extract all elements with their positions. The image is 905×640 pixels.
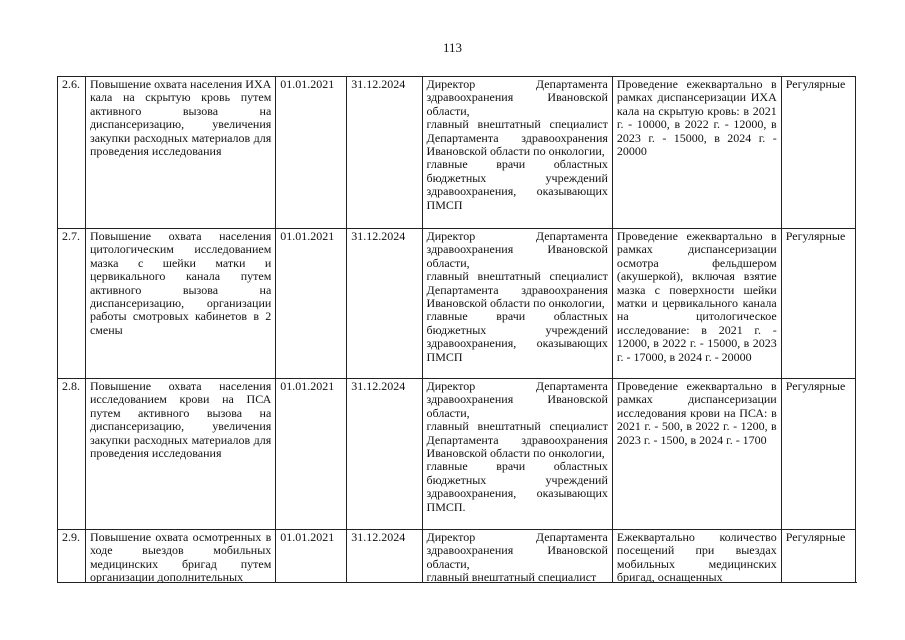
end-date: 31.12.2024 bbox=[346, 76, 423, 229]
measure-description: Повышение охвата населения исследованием… bbox=[84, 378, 277, 530]
measures-table: 2.6. Повышение охвата населения ИХА кала … bbox=[57, 76, 857, 583]
page-number: 113 bbox=[442, 40, 463, 55]
measure-description: Повышение охвата населения ИХА кала на с… bbox=[84, 76, 277, 229]
measure-description: Повышение охвата населения цитологически… bbox=[84, 228, 277, 379]
responsible-line: главные врачи областных бюджетных учрежд… bbox=[426, 459, 608, 514]
measure-type: Регулярные bbox=[780, 228, 857, 379]
responsible-line: Директор Департамента здравоохранения Ив… bbox=[426, 229, 608, 270]
table-row: 2.9. Повышение охвата осмотренных в ходе … bbox=[57, 529, 857, 583]
start-date: 01.01.2021 bbox=[275, 76, 348, 229]
measure-description: Повышение охвата осмотренных в ходе выез… bbox=[84, 529, 277, 582]
end-date: 31.12.2024 bbox=[346, 228, 423, 379]
row-number: 2.9. bbox=[57, 529, 86, 582]
start-date: 01.01.2021 bbox=[275, 529, 348, 582]
end-date: 31.12.2024 bbox=[346, 378, 423, 530]
responsible-line: главный внештатный специалист Департамен… bbox=[426, 117, 608, 159]
responsible-line: Директор Департамента здравоохранения Ив… bbox=[426, 530, 608, 571]
end-date: 31.12.2024 bbox=[346, 529, 423, 582]
row-number: 2.8. bbox=[57, 378, 86, 530]
start-date: 01.01.2021 bbox=[275, 228, 348, 379]
table-row: 2.6. Повышение охвата населения ИХА кала … bbox=[57, 76, 857, 229]
expected-result: Проведение ежеквартально в рамках диспан… bbox=[611, 76, 782, 229]
responsible-persons: Директор Департамента здравоохранения Ив… bbox=[421, 378, 613, 530]
responsible-line: главные врачи областных бюджетных учрежд… bbox=[426, 309, 608, 364]
responsible-line: Директор Департамента здравоохранения Ив… bbox=[426, 77, 608, 118]
table-row: 2.7. Повышение охвата населения цитологич… bbox=[57, 228, 857, 379]
responsible-persons: Директор Департамента здравоохранения Ив… bbox=[421, 76, 613, 229]
table-row: 2.8. Повышение охвата населения исследова… bbox=[57, 378, 857, 530]
responsible-line: главный внештатный специалист bbox=[426, 570, 597, 583]
table-container: 2.6. Повышение охвата населения ИХА кала … bbox=[57, 76, 857, 583]
responsible-persons: Директор Департамента здравоохранения Ив… bbox=[421, 228, 613, 379]
expected-result: Проведение ежеквартально в рамках диспан… bbox=[611, 228, 782, 379]
responsible-line: Директор Департамента здравоохранения Ив… bbox=[426, 379, 608, 420]
expected-result: Ежеквартально количество посещений при в… bbox=[611, 529, 782, 582]
responsible-line: главный внештатный специалист Департамен… bbox=[426, 269, 608, 311]
measure-type: Регулярные bbox=[780, 529, 857, 582]
row-number: 2.6. bbox=[57, 76, 86, 229]
measure-type: Регулярные bbox=[780, 76, 857, 229]
responsible-line: главный внештатный специалист Департамен… bbox=[426, 419, 608, 461]
row-number: 2.7. bbox=[57, 228, 86, 379]
expected-result: Проведение ежеквартально в рамках диспан… bbox=[611, 378, 782, 530]
start-date: 01.01.2021 bbox=[275, 378, 348, 530]
measure-type: Регулярные bbox=[780, 378, 857, 530]
responsible-line: главные врачи областных бюджетных учрежд… bbox=[426, 157, 608, 212]
responsible-persons: Директор Департамента здравоохранения Ив… bbox=[421, 529, 613, 583]
